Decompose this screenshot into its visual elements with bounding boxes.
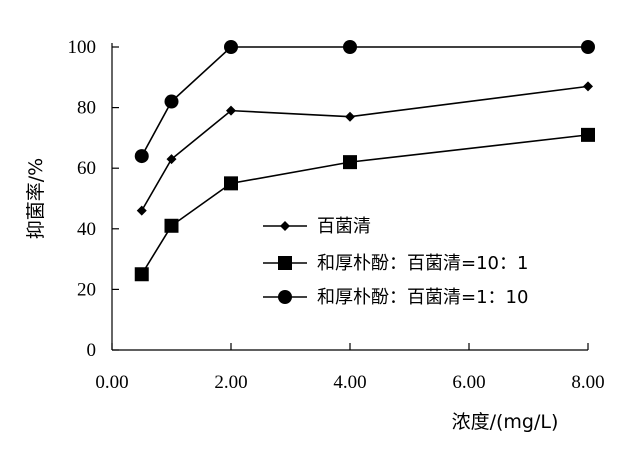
- square-marker-point: [581, 127, 595, 142]
- circle-marker-legend: [278, 290, 292, 304]
- square-marker-point: [343, 155, 357, 170]
- y-tick-label: 80: [77, 98, 96, 119]
- x-tick-label: 2.00: [214, 372, 247, 393]
- circle-marker-point: [134, 149, 149, 164]
- diamond-marker-legend: [280, 221, 290, 231]
- series-square: [134, 127, 595, 282]
- legend-item: 百菌清: [263, 216, 371, 237]
- series-diamond: [136, 81, 593, 216]
- y-tick-label: 60: [77, 158, 96, 179]
- y-tick-label: 0: [87, 340, 97, 361]
- y-tick-label: 100: [68, 37, 97, 58]
- legend-item: 和厚朴酚：百菌清=1：10: [263, 287, 528, 308]
- series-layer: [134, 40, 595, 282]
- x-axis-title: 浓度/(mg/L): [452, 411, 559, 433]
- diamond-marker-point: [226, 105, 236, 116]
- series-circle: [134, 40, 595, 164]
- legend-label: 和厚朴酚：百菌清=10：1: [317, 253, 528, 274]
- diamond-marker-point: [166, 154, 177, 165]
- y-tick-label: 20: [77, 279, 96, 300]
- square-marker-point: [134, 267, 149, 282]
- circle-marker-point: [164, 94, 179, 109]
- axis-ticks: 0 20 40 60 80 100 0.00 2.00 4.00 6.00 8.00: [68, 37, 605, 393]
- x-tick-label: 8.00: [571, 372, 604, 393]
- y-tick-label: 40: [77, 219, 96, 240]
- legend-label: 和厚朴酚：百菌清=1：10: [317, 287, 528, 308]
- square-marker-point: [224, 176, 238, 191]
- circle-marker-point: [343, 40, 357, 54]
- x-tick-label: 4.00: [333, 372, 366, 393]
- series-line: [141, 46, 588, 157]
- square-marker-legend: [278, 256, 292, 270]
- x-tick-label: 0.00: [95, 372, 128, 393]
- series-line: [141, 85, 589, 212]
- legend-item: 和厚朴酚：百菌清=10：1: [263, 253, 528, 274]
- diamond-marker-point: [345, 111, 355, 122]
- circle-marker-point: [224, 40, 238, 54]
- legend-label: 百菌清: [317, 216, 371, 237]
- diamond-marker-point: [583, 81, 593, 92]
- diamond-marker-point: [136, 205, 147, 216]
- x-tick-label: 6.00: [452, 372, 485, 393]
- square-marker-point: [164, 218, 179, 233]
- y-axis-title: 抑菌率/%: [25, 158, 47, 239]
- circle-marker-point: [581, 40, 595, 54]
